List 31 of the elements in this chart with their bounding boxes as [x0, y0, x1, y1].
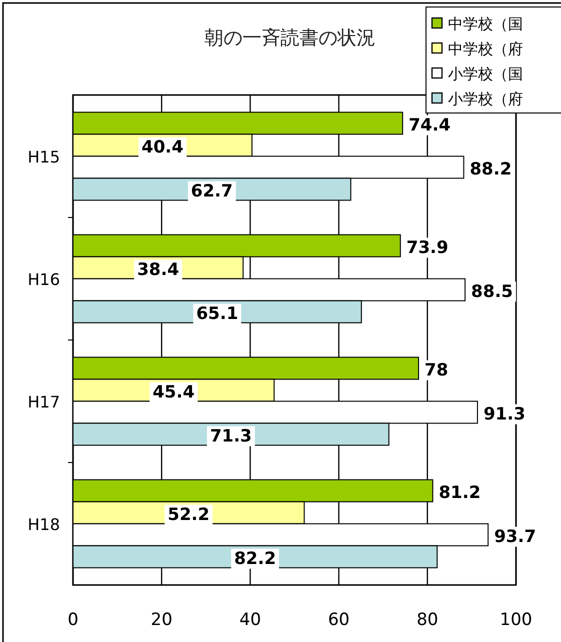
y-tick-label: H15 — [28, 147, 60, 166]
legend-label: 小学校（国 — [448, 65, 523, 83]
data-label: 82.2 — [234, 548, 276, 569]
data-label: 73.9 — [406, 238, 448, 258]
data-label: 91.3 — [483, 404, 526, 424]
data-label: 93.7 — [494, 526, 536, 547]
x-tick-label: 100 — [500, 610, 532, 630]
y-tick-label: H17 — [28, 392, 60, 412]
data-label: 52.2 — [168, 504, 210, 525]
data-label: 88.2 — [470, 159, 512, 180]
legend-label: 中学校（国 — [448, 15, 523, 33]
data-label: 40.4 — [142, 137, 184, 158]
y-tick-label: H16 — [28, 270, 60, 289]
data-label: 74.4 — [408, 115, 451, 136]
data-label: 81.2 — [438, 482, 481, 503]
data-label: 65.1 — [196, 304, 238, 324]
data-label: 71.3 — [210, 426, 252, 446]
data-label: 45.4 — [152, 382, 195, 402]
legend-label: 小学校（府 — [448, 90, 523, 108]
data-label: 38.4 — [137, 260, 180, 280]
legend-label: 中学校（府 — [448, 40, 523, 58]
x-tick-label: 80 — [416, 610, 438, 630]
chart-title: 朝の一斉読書の状況 — [204, 27, 376, 49]
x-tick-label: 40 — [239, 610, 262, 630]
x-tick-label: 60 — [328, 610, 350, 630]
y-tick-label: H18 — [28, 514, 60, 534]
x-tick-label: 20 — [150, 610, 172, 630]
data-label: 78 — [424, 360, 448, 380]
data-label: 88.5 — [471, 282, 514, 302]
x-tick-label: 0 — [68, 610, 78, 630]
data-label: 62.7 — [190, 181, 233, 202]
